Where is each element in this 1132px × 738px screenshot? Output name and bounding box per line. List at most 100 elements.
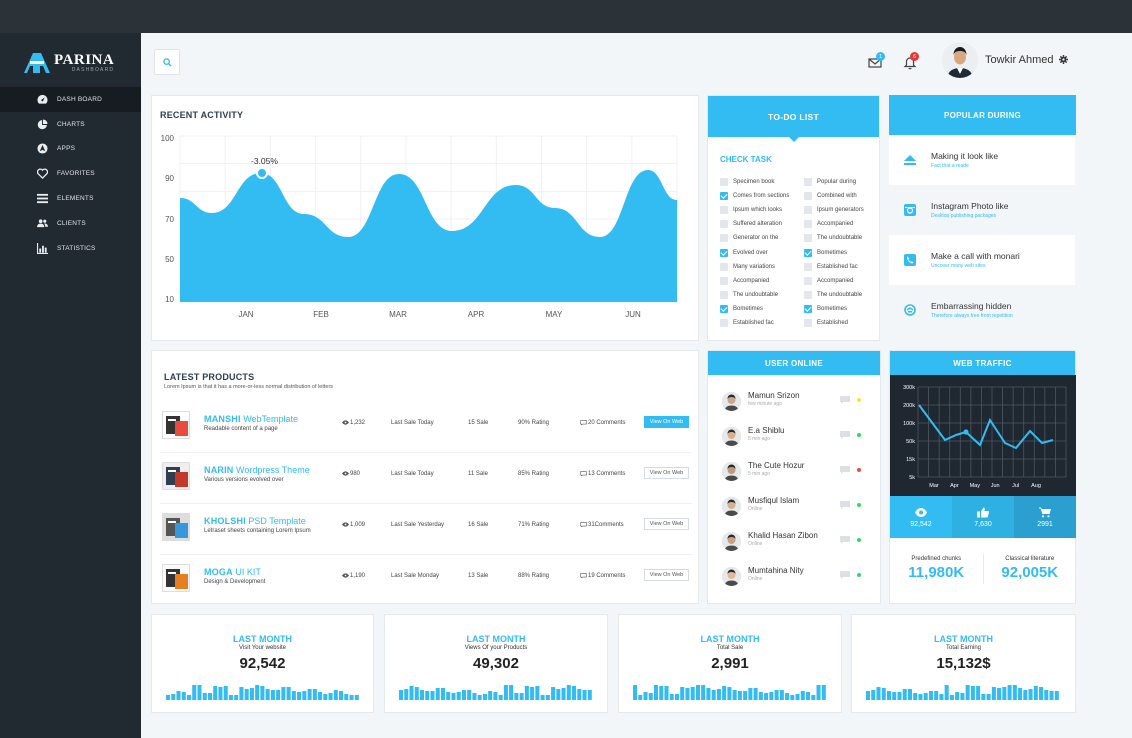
views-stat[interactable]: 92,542 (890, 496, 952, 538)
online-user[interactable]: E.a Shiblu 5 min ago (722, 424, 872, 454)
online-user-status-text: Online (748, 541, 763, 547)
sidebar-item-clients[interactable]: CLIENTS (0, 211, 141, 236)
sidebar-item-dashboard[interactable]: DASH BOARD (0, 87, 141, 112)
sidebar-item-favorites[interactable]: FAVORITES (0, 161, 141, 186)
product-comments[interactable]: 31Comments (580, 522, 624, 528)
sparkline-bar (344, 694, 349, 700)
chat-icon[interactable] (840, 536, 850, 544)
online-user[interactable]: Khalid Hasan Zibon Online (722, 529, 872, 559)
user-name[interactable]: Towkir Ahmed (985, 54, 1054, 66)
view-on-web-button[interactable]: View On Web (644, 416, 689, 428)
online-user[interactable]: The Cute Hozur 5 min ago (722, 459, 872, 489)
product-comments[interactable]: 19 Comments (580, 573, 625, 579)
product-thumbnail[interactable] (162, 513, 190, 541)
chat-icon[interactable] (840, 466, 850, 474)
sidebar-item-charts[interactable]: CHARTS (0, 112, 141, 137)
todo-item[interactable]: Ipsum which looks (720, 206, 782, 215)
todo-item[interactable]: Bometimes (804, 304, 847, 313)
checkbox[interactable] (804, 220, 812, 229)
checkbox[interactable] (804, 290, 812, 299)
checkbox[interactable] (720, 178, 728, 186)
checkbox[interactable] (804, 319, 812, 327)
product-comments[interactable]: 20 Comments (580, 420, 625, 426)
checkbox[interactable] (720, 262, 728, 271)
online-user-name: Mumtahina Nity (748, 566, 804, 575)
product-thumbnail[interactable] (162, 564, 190, 592)
todo-item[interactable]: Bometimes (720, 304, 763, 313)
online-user[interactable]: Mamun Srizon few minute ago (722, 389, 872, 419)
todo-item[interactable]: Accompanied (804, 276, 853, 285)
popular-item[interactable]: Making it look like Fact that a reade (889, 135, 1075, 185)
brand[interactable]: PARINA DASHBOARD (0, 33, 141, 77)
online-user[interactable]: Musfiqul Islam Online (722, 494, 872, 524)
checkbox[interactable] (804, 262, 812, 271)
checkbox[interactable] (720, 290, 728, 299)
checkbox[interactable] (720, 304, 728, 313)
sparkline-bar (779, 690, 784, 700)
popular-item[interactable]: Embarrassing hidden Therefore always free… (889, 285, 1075, 335)
todo-item[interactable]: Specimen book (720, 178, 774, 186)
todo-item[interactable]: Established fac (720, 319, 774, 327)
chat-icon[interactable] (840, 571, 850, 579)
todo-item[interactable]: Accompanied (804, 220, 853, 229)
todo-item[interactable]: Comes from sections (720, 192, 789, 201)
checkbox[interactable] (720, 206, 728, 215)
avatar[interactable] (942, 42, 978, 78)
user-avatar-image (722, 392, 741, 411)
gear-icon[interactable] (1059, 55, 1068, 64)
popular-item[interactable]: Make a call with monari Uncover many web … (889, 235, 1075, 285)
checkbox[interactable] (720, 192, 728, 201)
product-name[interactable]: MOGA UI KIT (204, 567, 261, 577)
todo-item[interactable]: Ipsum generators (804, 206, 864, 215)
brand-logo-icon (24, 53, 50, 73)
product-thumbnail[interactable] (162, 462, 190, 490)
chat-icon[interactable] (840, 501, 850, 509)
product-name[interactable]: MANSHI WebTemplate (204, 414, 298, 424)
todo-item[interactable]: Bometimes (804, 248, 847, 257)
popular-item[interactable]: Instagram Photo like Desktop publishing p… (889, 185, 1075, 235)
todo-item[interactable]: The undoubtable (804, 234, 862, 243)
checkbox[interactable] (804, 304, 812, 313)
todo-item[interactable]: Popular during (804, 178, 856, 186)
checkbox[interactable] (804, 206, 812, 215)
view-on-web-button[interactable]: View On Web (644, 569, 689, 581)
checkbox[interactable] (720, 276, 728, 285)
checkbox[interactable] (720, 220, 728, 229)
view-on-web-button[interactable]: View On Web (644, 467, 689, 479)
product-thumbnail[interactable] (162, 411, 190, 439)
checkbox[interactable] (804, 248, 812, 257)
todo-item[interactable]: Established fac (804, 262, 858, 271)
todo-item[interactable]: Many variations (720, 262, 775, 271)
todo-item[interactable]: Evolved over (720, 248, 768, 257)
view-on-web-button[interactable]: View On Web (644, 518, 689, 530)
product-name[interactable]: NARIN Wordpress Theme (204, 465, 310, 475)
checkbox[interactable] (804, 192, 812, 201)
product-views: 1,190 (342, 573, 365, 579)
todo-item[interactable]: The undoubtable (720, 290, 778, 299)
product-comments[interactable]: 13 Comments (580, 471, 625, 477)
sidebar-item-elements[interactable]: ELEMENTS (0, 186, 141, 211)
checkbox[interactable] (804, 276, 812, 285)
checkbox[interactable] (720, 234, 728, 243)
todo-item[interactable]: Suffered alteration (720, 220, 782, 229)
checkbox[interactable] (720, 319, 728, 327)
todo-item[interactable]: Generator on the (720, 234, 778, 243)
activity-point-marker[interactable] (256, 167, 268, 179)
traffic-point-marker[interactable] (963, 429, 969, 435)
todo-item[interactable]: Established (804, 319, 848, 327)
sidebar-item-statistics[interactable]: STATISTICS (0, 236, 141, 261)
chat-icon[interactable] (840, 431, 850, 439)
checkbox[interactable] (804, 234, 812, 243)
todo-item[interactable]: Combined with (804, 192, 857, 201)
chat-icon[interactable] (840, 396, 850, 404)
sidebar-item-apps[interactable]: APPS (0, 137, 141, 162)
todo-item[interactable]: Accompanied (720, 276, 769, 285)
checkbox[interactable] (720, 248, 728, 257)
todo-item[interactable]: The undoubtable (804, 290, 862, 299)
checkbox[interactable] (804, 178, 812, 186)
online-user[interactable]: Mumtahina Nity Online (722, 564, 872, 594)
likes-stat[interactable]: 7,630 (952, 496, 1014, 538)
search-button[interactable] (154, 49, 180, 75)
cart-stat[interactable]: 2991 (1014, 496, 1076, 538)
product-name[interactable]: KHOLSHI PSD Template (204, 516, 306, 526)
